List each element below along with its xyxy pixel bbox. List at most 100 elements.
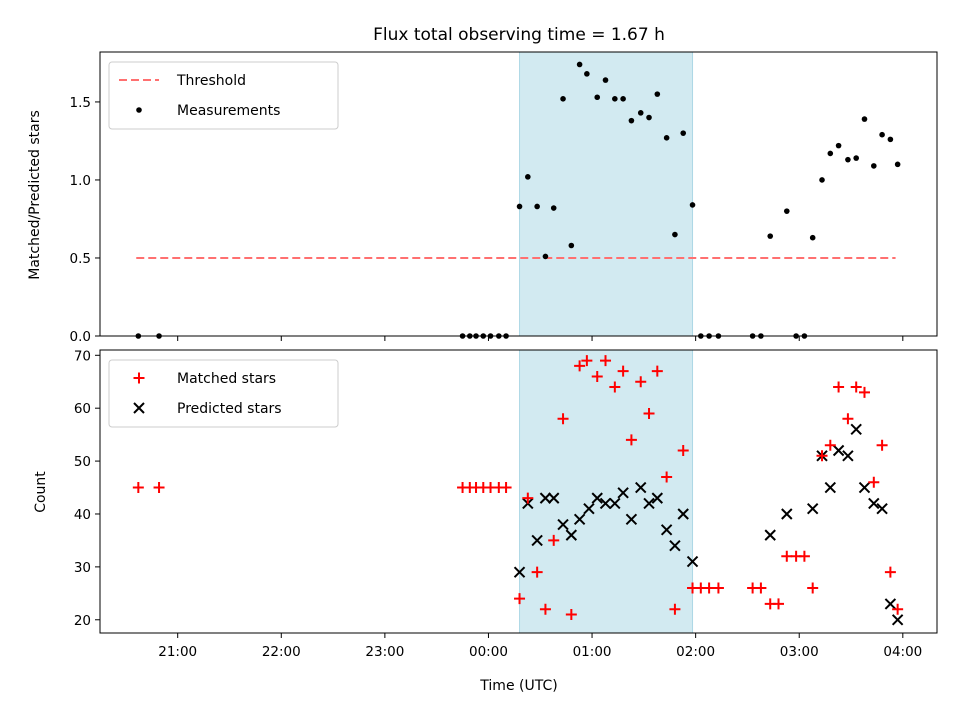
legend: Threshold Measurements bbox=[108, 61, 339, 130]
measurement-point bbox=[689, 202, 696, 208]
legend-measurements-label: Measurements bbox=[177, 103, 280, 119]
predicted-star-point bbox=[573, 513, 586, 525]
bottom-y-axis-label: Count bbox=[33, 471, 49, 513]
measurement-point bbox=[516, 203, 523, 210]
legend-matched-swatch bbox=[133, 372, 145, 384]
matched-star-point bbox=[892, 603, 904, 615]
x-tick-label: 01:00 bbox=[573, 644, 612, 660]
predicted-star-point bbox=[876, 502, 888, 515]
measurement-point bbox=[835, 142, 842, 149]
measurement-point bbox=[783, 208, 790, 214]
y-tick-label: 50 bbox=[74, 454, 91, 470]
chart-title: Flux total observing time = 1.67 h bbox=[373, 25, 665, 45]
matched-star-point bbox=[703, 582, 715, 594]
predicted-star-point bbox=[868, 497, 880, 510]
measurement-point bbox=[594, 94, 601, 101]
predicted-star-point bbox=[677, 508, 689, 520]
predicted-star-point bbox=[781, 508, 793, 520]
top-y-axis-label: Matched/Predicted stars bbox=[27, 110, 43, 280]
matched-star-point bbox=[635, 376, 647, 388]
x-tick-label: 02:00 bbox=[676, 644, 715, 660]
matched-star-point bbox=[574, 360, 586, 372]
predicted-star-point bbox=[609, 497, 621, 510]
y-tick-label: 1.5 bbox=[70, 95, 91, 111]
measurement-point bbox=[628, 117, 635, 124]
predicted-star-point bbox=[643, 497, 655, 510]
measurement-point bbox=[861, 116, 868, 122]
measurement-point bbox=[525, 174, 531, 180]
x-tick-label: 00:00 bbox=[469, 644, 508, 660]
matched-star-point bbox=[153, 482, 165, 494]
matched-star-point bbox=[669, 603, 681, 615]
matched-star-point bbox=[591, 370, 603, 382]
legend-box bbox=[108, 359, 339, 428]
predicted-star-point bbox=[513, 566, 526, 578]
predicted-star-point bbox=[599, 497, 612, 510]
matched-star-point bbox=[617, 365, 629, 377]
measurement-point bbox=[887, 136, 894, 143]
matched-star-point bbox=[643, 407, 655, 419]
legend-measurements-swatch bbox=[136, 107, 142, 113]
legend-predicted-label: Predicted stars bbox=[177, 401, 282, 417]
measurement-point bbox=[576, 61, 583, 68]
measurement-point bbox=[534, 203, 540, 210]
measurement-point bbox=[853, 155, 860, 161]
y-tick-label: 20 bbox=[74, 613, 91, 629]
matched-star-point bbox=[132, 482, 144, 494]
matched-star-point bbox=[651, 365, 663, 377]
y-tick-label: 30 bbox=[74, 560, 91, 576]
matched-star-point bbox=[773, 598, 785, 610]
matched-star-point bbox=[565, 608, 577, 620]
predicted-star-point bbox=[824, 481, 837, 494]
matched-star-point bbox=[833, 381, 845, 393]
matched-star-point bbox=[625, 434, 637, 446]
matched-star-point bbox=[548, 534, 560, 546]
measurement-point bbox=[550, 205, 557, 211]
matched-star-point bbox=[850, 381, 862, 393]
matched-star-point bbox=[824, 439, 836, 451]
predicted-star-point bbox=[531, 534, 543, 547]
predicted-star-point bbox=[832, 444, 845, 457]
predicted-star-point bbox=[858, 481, 871, 494]
matched-star-point bbox=[531, 566, 543, 578]
measurement-point bbox=[819, 177, 825, 183]
matched-star-point bbox=[677, 445, 689, 457]
predicted-star-point bbox=[651, 492, 664, 504]
matched-star-point bbox=[600, 355, 612, 367]
measurement-point bbox=[568, 242, 575, 249]
predicted-star-point bbox=[557, 518, 569, 531]
predicted-star-point bbox=[539, 492, 552, 504]
legend-threshold-label: Threshold bbox=[176, 73, 246, 89]
predicted-star-point bbox=[764, 529, 776, 541]
measurement-point bbox=[602, 77, 609, 83]
observing-span bbox=[519, 51, 694, 337]
matched-star-point bbox=[884, 566, 896, 578]
matched-star-point bbox=[557, 413, 569, 425]
y-tick-label: 60 bbox=[74, 401, 91, 417]
predicted-star-point bbox=[884, 598, 897, 610]
predicted-star-point bbox=[625, 513, 638, 525]
matched-star-point bbox=[781, 550, 793, 562]
y-tick-label: 0.5 bbox=[70, 251, 91, 267]
measurement-point bbox=[894, 161, 901, 168]
predicted-star-point bbox=[565, 529, 578, 541]
observing-span bbox=[519, 349, 694, 634]
measurement-point bbox=[845, 156, 851, 163]
x-tick-label: 21:00 bbox=[158, 644, 197, 660]
y-tick-label: 1.0 bbox=[70, 173, 91, 189]
matched-star-point bbox=[755, 582, 767, 594]
measurement-point bbox=[637, 110, 644, 116]
predicted-star-point bbox=[686, 555, 699, 568]
predicted-star-point bbox=[806, 502, 819, 515]
predicted-star-point bbox=[583, 502, 595, 515]
x-tick-label: 22:00 bbox=[262, 644, 301, 660]
measurement-point bbox=[612, 96, 618, 102]
measurement-point bbox=[871, 163, 877, 169]
measurement-point bbox=[542, 253, 549, 260]
predicted-star-point bbox=[842, 450, 854, 462]
panel-ratio: 0.0 0.5 1.0 1.5 Threshold Measurements bbox=[70, 51, 938, 345]
measurement-point bbox=[827, 150, 834, 157]
predicted-star-point bbox=[850, 423, 862, 436]
matched-star-point bbox=[514, 593, 526, 605]
